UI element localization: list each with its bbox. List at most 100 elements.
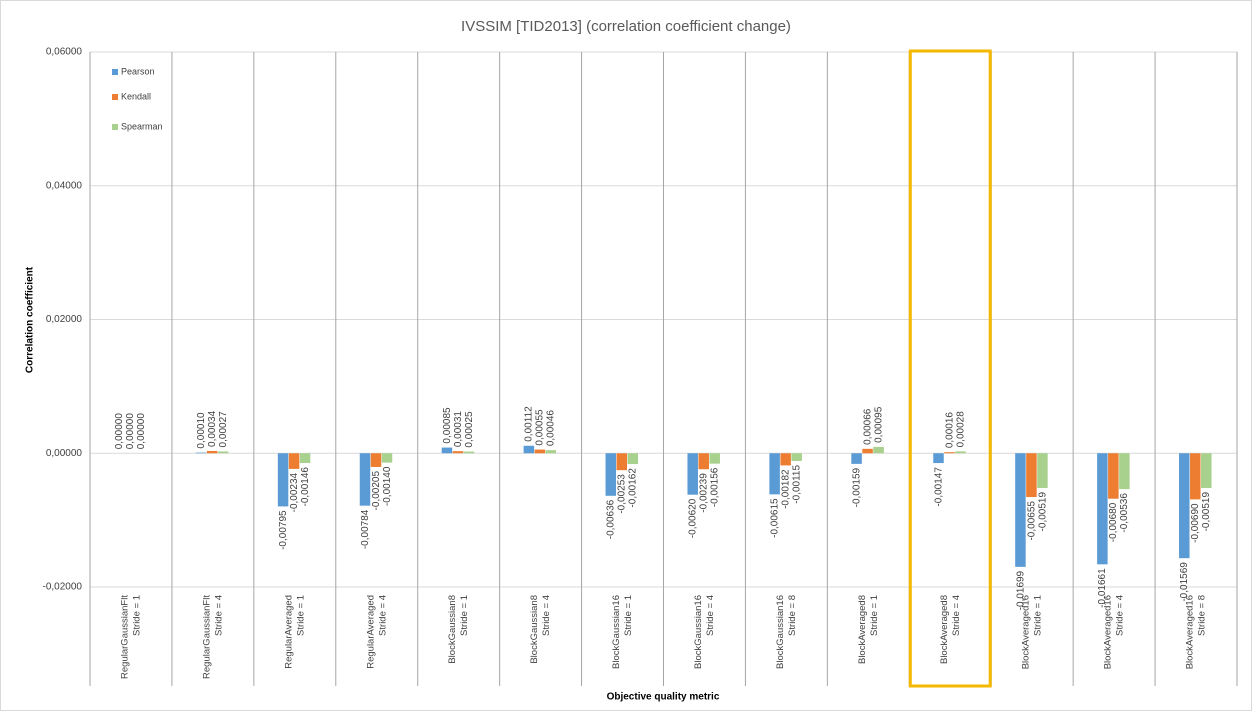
bar bbox=[1015, 453, 1026, 567]
data-label: -0,00146 bbox=[300, 467, 311, 507]
x-tick-label: Stride = 1 bbox=[459, 595, 470, 636]
data-label: -0,00205 bbox=[371, 471, 382, 511]
data-label: -0,00115 bbox=[792, 465, 803, 504]
x-tick-label: Stride = 1 bbox=[623, 595, 634, 636]
data-label: 0,00028 bbox=[955, 411, 966, 448]
bar bbox=[955, 451, 966, 454]
x-tick-label: Stride = 1 bbox=[295, 595, 306, 636]
x-tick-label: BlockGaussian16 bbox=[693, 595, 704, 669]
data-label: -0,00147 bbox=[933, 467, 944, 507]
data-label: -0,00140 bbox=[382, 466, 393, 506]
bar bbox=[873, 446, 884, 454]
bar bbox=[616, 453, 628, 471]
legend-swatch bbox=[112, 69, 118, 75]
x-tick-label: BlockGaussian16 bbox=[775, 595, 786, 669]
x-tick-label: Stride = 4 bbox=[705, 595, 716, 636]
bar bbox=[463, 451, 475, 454]
data-label: -0,00519 bbox=[1037, 492, 1048, 532]
bar bbox=[534, 449, 546, 454]
data-label: -0,00784 bbox=[360, 509, 371, 549]
y-tick-label: -0,02000 bbox=[43, 582, 83, 593]
bar bbox=[769, 453, 780, 495]
data-label: 0,00066 bbox=[862, 408, 873, 445]
data-label: -0,01569 bbox=[1179, 562, 1190, 602]
highlight-box bbox=[908, 49, 992, 688]
bar bbox=[370, 453, 382, 467]
x-tick-label: BlockAveraged16 bbox=[1021, 595, 1032, 669]
bar bbox=[1097, 453, 1108, 565]
bar bbox=[791, 453, 802, 461]
bar bbox=[359, 453, 371, 506]
x-tick-label: BlockGaussian16 bbox=[611, 595, 622, 669]
data-label: 0,00112 bbox=[524, 406, 535, 442]
bar bbox=[698, 453, 709, 470]
x-tick-label: BlockGaussian8 bbox=[529, 595, 540, 664]
x-tick-label: BlockAveraged16 bbox=[1103, 595, 1114, 669]
data-label: -0,00690 bbox=[1190, 503, 1201, 543]
data-label: 0,00095 bbox=[873, 406, 884, 443]
bar bbox=[1037, 453, 1048, 488]
data-label: -0,00795 bbox=[278, 510, 289, 550]
y-tick-label: 0,06000 bbox=[46, 47, 83, 58]
legend-label: Pearson bbox=[121, 66, 155, 76]
data-label: -0,00156 bbox=[710, 467, 721, 507]
data-label: -0,00636 bbox=[606, 499, 617, 539]
y-tick-label: 0,02000 bbox=[46, 314, 83, 325]
data-label: -0,00655 bbox=[1026, 501, 1037, 541]
bar bbox=[944, 452, 955, 454]
data-label: 0,00034 bbox=[207, 410, 218, 447]
x-tick-label: Stride = 4 bbox=[1115, 595, 1126, 636]
data-label: 0,00000 bbox=[136, 413, 147, 450]
bar bbox=[1179, 453, 1190, 559]
data-label: 0,00000 bbox=[125, 413, 136, 450]
x-tick-label: BlockAveraged8 bbox=[939, 595, 950, 664]
x-tick-label: Stride = 8 bbox=[1197, 595, 1208, 636]
bar bbox=[851, 453, 862, 464]
x-tick-label: Stride = 4 bbox=[377, 595, 388, 636]
x-tick-label: BlockAveraged8 bbox=[857, 595, 868, 664]
data-label: -0,00239 bbox=[699, 473, 710, 513]
bar bbox=[195, 452, 207, 454]
data-label: -0,00182 bbox=[781, 469, 792, 509]
x-tick-label: Stride = 1 bbox=[131, 595, 142, 636]
data-label: 0,00055 bbox=[535, 409, 546, 446]
bar bbox=[277, 453, 289, 507]
y-axis-title: Correlation coefficient bbox=[25, 266, 36, 373]
bar bbox=[627, 453, 639, 465]
bar bbox=[605, 453, 617, 496]
bar bbox=[709, 453, 720, 464]
bar bbox=[441, 447, 453, 454]
data-label: -0,00680 bbox=[1108, 502, 1119, 542]
bar bbox=[299, 453, 311, 464]
bar bbox=[933, 453, 944, 464]
bar bbox=[217, 451, 229, 454]
x-tick-label: Stride = 1 bbox=[1033, 595, 1044, 636]
x-tick-label: Stride = 4 bbox=[541, 595, 552, 636]
x-tick-label: RegularAveraged bbox=[283, 595, 294, 669]
y-tick-label: 0,00000 bbox=[46, 448, 83, 459]
bar bbox=[1119, 453, 1130, 490]
data-label: -0,01699 bbox=[1015, 570, 1026, 610]
bar bbox=[780, 453, 791, 466]
x-tick-label: RegularGaussianFlt bbox=[119, 595, 130, 679]
bar bbox=[1201, 453, 1212, 488]
legend-label: Spearman bbox=[121, 121, 163, 131]
x-tick-label: BlockGaussian8 bbox=[447, 595, 458, 664]
bar bbox=[288, 453, 300, 469]
legend-label: Kendall bbox=[121, 91, 151, 101]
data-label: 0,00000 bbox=[114, 413, 125, 450]
x-tick-label: Stride = 4 bbox=[951, 595, 962, 636]
data-label: -0,00519 bbox=[1201, 492, 1212, 532]
x-tick-label: RegularGaussianFlt bbox=[201, 595, 212, 679]
bar bbox=[1190, 453, 1201, 500]
data-label: 0,00027 bbox=[218, 411, 229, 448]
data-label: 0,00046 bbox=[546, 410, 557, 447]
data-label: -0,00253 bbox=[617, 474, 628, 514]
y-tick-label: 0,04000 bbox=[46, 180, 83, 191]
data-label: -0,00536 bbox=[1119, 493, 1130, 533]
bar bbox=[1026, 453, 1037, 498]
data-label: 0,00016 bbox=[944, 412, 955, 449]
x-tick-label: BlockAveraged16 bbox=[1185, 595, 1196, 669]
legend-swatch bbox=[112, 124, 118, 130]
